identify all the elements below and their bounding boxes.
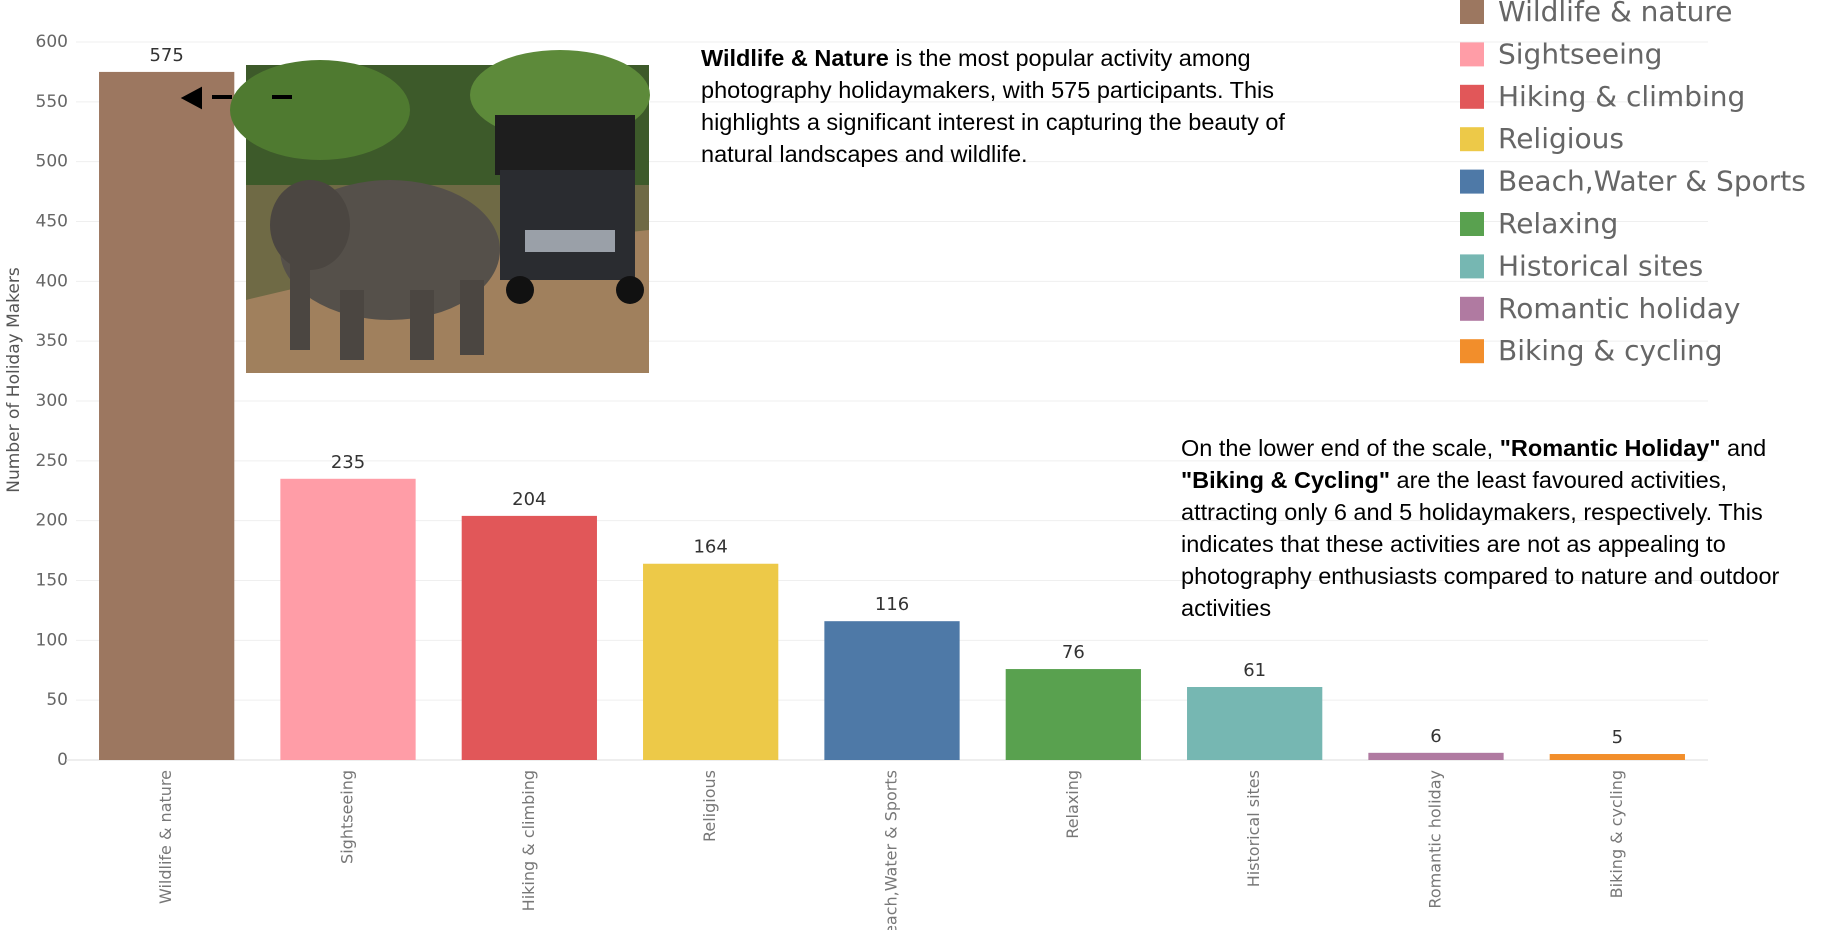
y-tick-label: 200 <box>36 511 68 531</box>
y-tick-label: 450 <box>36 212 68 232</box>
x-tick-label: Romantic holiday <box>1426 770 1445 909</box>
legend-swatch <box>1460 296 1484 321</box>
annotation: Wildlife & Nature is the most popular ac… <box>701 42 1301 170</box>
y-tick-label: 50 <box>46 690 68 710</box>
y-tick-label: 300 <box>36 391 68 411</box>
annotation: On the lower end of the scale, "Romantic… <box>1181 432 1817 624</box>
y-tick-label: 400 <box>36 271 68 291</box>
value-label: 76 <box>1062 642 1085 663</box>
y-tick-label: 500 <box>36 152 68 172</box>
y-tick-label: 100 <box>36 630 68 650</box>
x-tick-label: Historical sites <box>1244 770 1263 887</box>
y-axis-title: Number of Holiday Makers <box>4 267 24 493</box>
value-label: 6 <box>1430 726 1441 747</box>
bar <box>643 563 779 760</box>
legend-label: Hiking & climbing <box>1498 80 1745 113</box>
legend-swatch <box>1460 169 1484 194</box>
annotation-text: is the most popular activity among photo… <box>701 45 1285 167</box>
legend-swatch <box>1460 42 1484 67</box>
bar <box>1005 669 1141 760</box>
value-label: 235 <box>331 452 365 473</box>
bar <box>1187 687 1323 760</box>
legend-label: Biking & cycling <box>1498 334 1723 367</box>
annotation-text: "Romantic Holiday" <box>1499 435 1721 461</box>
legend-label: Romantic holiday <box>1498 292 1741 325</box>
annotation-text: Wildlife & Nature <box>701 45 889 71</box>
x-tick-label: Relaxing <box>1063 770 1082 839</box>
legend-label: Historical sites <box>1498 249 1703 282</box>
legend-swatch <box>1460 339 1484 364</box>
value-label: 116 <box>875 594 909 615</box>
value-label: 575 <box>149 45 183 66</box>
value-label: 164 <box>693 537 727 558</box>
legend-swatch <box>1460 84 1484 109</box>
y-tick-label: 550 <box>36 92 68 112</box>
value-label: 61 <box>1243 660 1266 681</box>
annotation-text: are the least favoured activities, attra… <box>1181 467 1780 621</box>
x-tick-label: Biking & cycling <box>1607 770 1626 898</box>
legend-label: Relaxing <box>1498 207 1618 240</box>
y-tick-label: 350 <box>36 331 68 351</box>
y-tick-label: 250 <box>36 451 68 471</box>
y-tick-label: 150 <box>36 571 68 591</box>
x-tick-label: Sightseeing <box>338 770 357 864</box>
bar <box>824 621 960 760</box>
bar <box>280 478 416 760</box>
legend-label: Religious <box>1498 122 1624 155</box>
y-tick-label: 0 <box>57 750 68 770</box>
bar <box>1368 752 1504 760</box>
legend-label: Wildlife & nature <box>1498 0 1732 28</box>
x-tick-label: Beach,Water & Sports <box>882 770 901 930</box>
legend-swatch <box>1460 0 1484 24</box>
y-tick-label: 600 <box>36 32 68 52</box>
bar <box>461 515 597 760</box>
arrow <box>180 86 292 110</box>
value-label: 204 <box>512 489 546 510</box>
value-label: 5 <box>1612 727 1623 748</box>
photo <box>230 50 650 373</box>
annotation-text: On the lower end of the scale, <box>1181 435 1500 461</box>
legend-label: Sightseeing <box>1498 37 1662 70</box>
legend-label: Beach,Water & Sports <box>1498 165 1806 198</box>
x-tick-label: Wildlife & nature <box>156 770 175 904</box>
legend-swatch <box>1460 212 1484 236</box>
legend-swatch <box>1460 254 1484 279</box>
annotation-text: and <box>1720 435 1767 461</box>
annotation-text: "Biking & Cycling" <box>1181 467 1390 493</box>
x-tick-label: Hiking & climbing <box>519 770 538 911</box>
bar <box>1549 754 1685 760</box>
x-tick-label: Religious <box>700 770 719 842</box>
legend-swatch <box>1460 127 1484 152</box>
bar <box>99 71 235 760</box>
